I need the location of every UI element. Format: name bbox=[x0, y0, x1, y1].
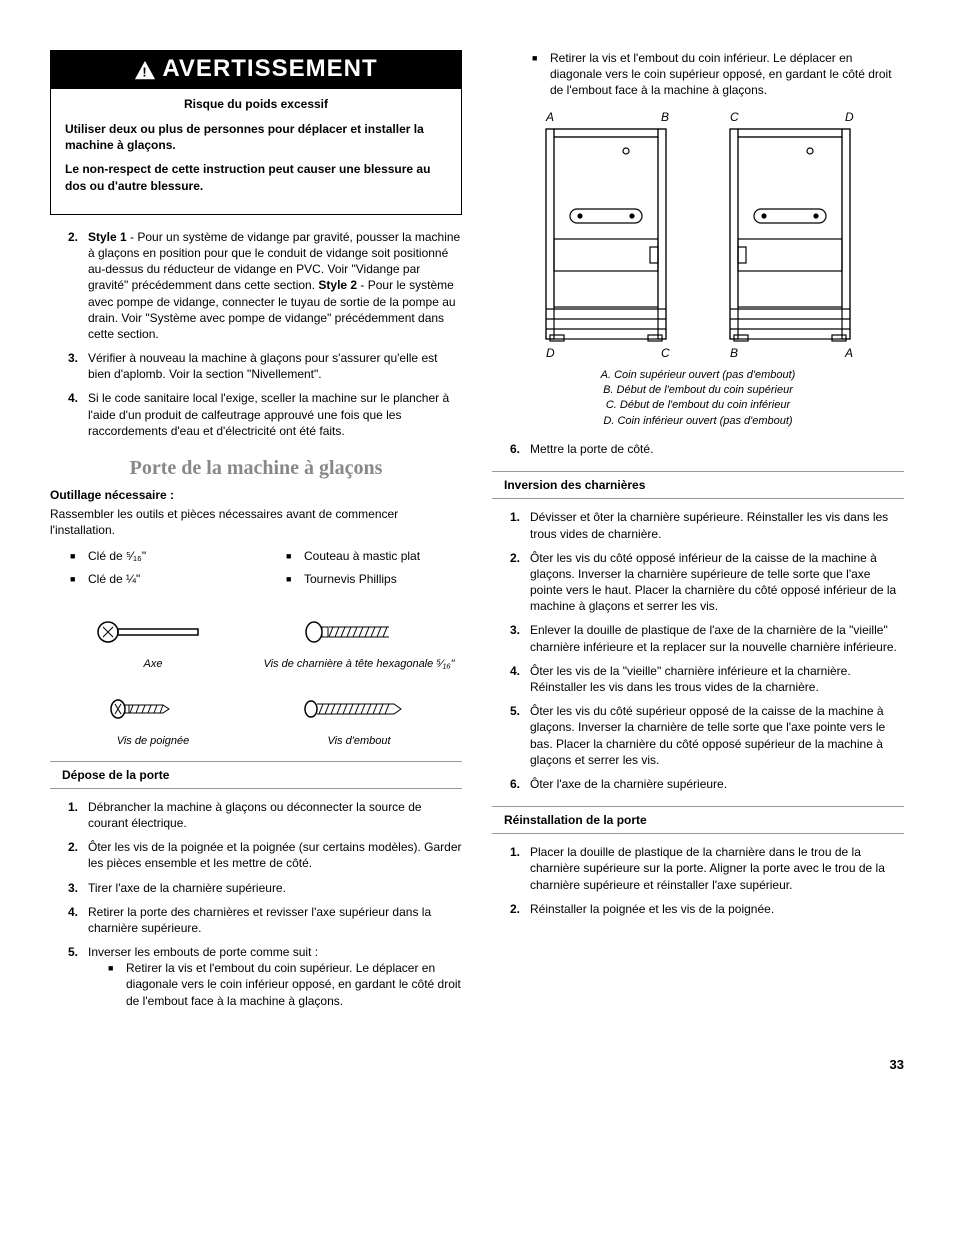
list-item: 2.Ôter les vis de la poignée et la poign… bbox=[68, 839, 462, 871]
depose-sublist-cont: Retirer la vis et l'embout du coin infér… bbox=[532, 50, 904, 99]
axe-icon bbox=[93, 617, 213, 647]
hardware-row-1: Axe Vis de charnière à tête hexagonale ⁵… bbox=[50, 617, 462, 670]
diagram-left: A B D C bbox=[526, 109, 686, 362]
tools-grid: Clé de ⁵⁄₁₆" Clé de ¼" Couteau à mastic … bbox=[50, 548, 462, 592]
sub-item: Retirer la vis et l'embout du coin infér… bbox=[532, 50, 904, 99]
list-item: 1.Dévisser et ôter la charnière supérieu… bbox=[510, 509, 904, 541]
tool-item: Tournevis Phillips bbox=[286, 571, 462, 587]
list-item: 4.Ôter les vis de la "vieille" charnière… bbox=[510, 663, 904, 695]
continuation-list: 2. Style 1 - Pour un système de vidange … bbox=[68, 229, 462, 439]
tools-intro: Rassembler les outils et pièces nécessai… bbox=[50, 506, 462, 538]
warning-body: Risque du poids excessif Utiliser deux o… bbox=[51, 89, 461, 214]
warning-subtitle: Risque du poids excessif bbox=[65, 97, 447, 111]
hardware-axe: Axe bbox=[50, 617, 256, 670]
diagram-right: C D B A bbox=[710, 109, 870, 362]
reinstall-list: 1.Placer la douille de plastique de la c… bbox=[510, 844, 904, 917]
subsection-inversion: Inversion des charnières bbox=[492, 471, 904, 499]
tool-item: Couteau à mastic plat bbox=[286, 548, 462, 564]
warning-triangle-icon: ! bbox=[134, 59, 156, 79]
list-item: 2.Réinstaller la poignée et les vis de l… bbox=[510, 901, 904, 917]
diag-label-C: C bbox=[661, 346, 670, 359]
list-item: 2.Ôter les vis du côté opposé inférieur … bbox=[510, 550, 904, 615]
hardware-hex: Vis de charnière à tête hexagonale ⁵⁄₁₆" bbox=[256, 617, 462, 670]
subsection-depose: Dépose de la porte bbox=[50, 761, 462, 789]
subsection-reinstall: Réinstallation de la porte bbox=[492, 806, 904, 834]
sub-item: Retirer la vis et l'embout du coin supér… bbox=[108, 960, 462, 1009]
svg-text:!: ! bbox=[143, 64, 148, 79]
list-item: 3.Tirer l'axe de la charnière supérieure… bbox=[68, 880, 462, 896]
list-item: 1.Placer la douille de plastique de la c… bbox=[510, 844, 904, 893]
warning-box: ! AVERTISSEMENT Risque du poids excessif… bbox=[50, 50, 462, 215]
warning-header: ! AVERTISSEMENT bbox=[51, 51, 461, 89]
diag-label-B: B bbox=[661, 110, 669, 124]
page-number: 33 bbox=[50, 1057, 904, 1072]
list-item: 5.Ôter les vis du côté supérieur opposé … bbox=[510, 703, 904, 768]
warning-title: AVERTISSEMENT bbox=[162, 55, 377, 83]
depose-sublist: Retirer la vis et l'embout du coin supér… bbox=[108, 960, 462, 1009]
door-diagrams: A B D C bbox=[492, 109, 904, 362]
diag-label-D: D bbox=[546, 346, 555, 359]
warning-line2: Le non-respect de cette instruction peut… bbox=[65, 161, 447, 193]
diag-label-B: B bbox=[730, 346, 738, 359]
right-column: Retirer la vis et l'embout du coin infér… bbox=[492, 50, 904, 1017]
hex-screw-icon bbox=[299, 617, 419, 647]
warning-line1: Utiliser deux ou plus de personnes pour … bbox=[65, 121, 447, 153]
hardware-endcap-screw: Vis d'embout bbox=[256, 694, 462, 747]
diagram-legend: A. Coin supérieur ouvert (pas d'embout) … bbox=[492, 368, 904, 430]
diag-label-C: C bbox=[730, 110, 739, 124]
list-item: 4. Si le code sanitaire local l'exige, s… bbox=[68, 390, 462, 439]
tools-label: Outillage nécessaire : bbox=[50, 488, 462, 502]
page-content: ! AVERTISSEMENT Risque du poids excessif… bbox=[50, 50, 904, 1017]
list-continue-6: 6.Mettre la porte de côté. bbox=[510, 441, 904, 457]
list-item: 1.Débrancher la machine à glaçons ou déc… bbox=[68, 799, 462, 831]
tools-col2: Couteau à mastic plat Tournevis Phillips bbox=[286, 548, 462, 592]
list-item: 6.Mettre la porte de côté. bbox=[510, 441, 904, 457]
tool-item: Clé de ¼" bbox=[70, 571, 246, 587]
diag-label-A: A bbox=[844, 346, 853, 359]
list-item: 6.Ôter l'axe de la charnière supérieure. bbox=[510, 776, 904, 792]
inversion-list: 1.Dévisser et ôter la charnière supérieu… bbox=[510, 509, 904, 792]
hardware-handle-screw: Vis de poignée bbox=[50, 694, 256, 747]
depose-list: 1.Débrancher la machine à glaçons ou déc… bbox=[68, 799, 462, 1009]
diag-label-A: A bbox=[545, 110, 554, 124]
list-item: 5.Inverser les embouts de porte comme su… bbox=[68, 944, 462, 1009]
handle-screw-icon bbox=[103, 694, 203, 724]
list-item: 3. Vérifier à nouveau la machine à glaço… bbox=[68, 350, 462, 382]
tool-item: Clé de ⁵⁄₁₆" bbox=[70, 548, 246, 564]
list-item: 3.Enlever la douille de plastique de l'a… bbox=[510, 622, 904, 654]
hardware-row-2: Vis de poignée Vis d'embout bbox=[50, 694, 462, 747]
section-title-porte: Porte de la machine à glaçons bbox=[50, 457, 462, 480]
left-column: ! AVERTISSEMENT Risque du poids excessif… bbox=[50, 50, 462, 1017]
list-item: 4.Retirer la porte des charnières et rev… bbox=[68, 904, 462, 936]
diag-label-D: D bbox=[845, 110, 854, 124]
endcap-screw-icon bbox=[299, 694, 419, 724]
list-item: 2. Style 1 - Pour un système de vidange … bbox=[68, 229, 462, 342]
tools-col1: Clé de ⁵⁄₁₆" Clé de ¼" bbox=[70, 548, 246, 592]
